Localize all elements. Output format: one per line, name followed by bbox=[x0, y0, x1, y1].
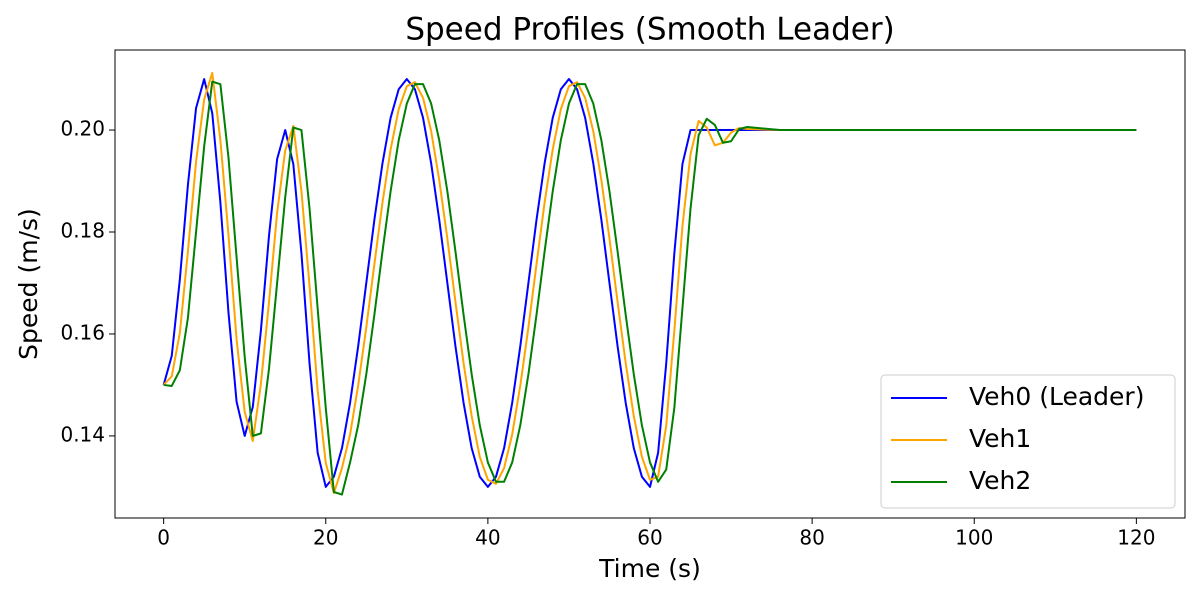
y-tick-label: 0.20 bbox=[60, 117, 105, 141]
series-line bbox=[162, 78, 1137, 488]
legend-label: Veh2 bbox=[969, 466, 1031, 495]
y-tick-label: 0.14 bbox=[60, 422, 105, 446]
y-tick-label: 0.18 bbox=[60, 219, 105, 243]
x-tick-label: 120 bbox=[1117, 526, 1155, 550]
series-line bbox=[162, 71, 1137, 495]
series-line bbox=[163, 80, 1137, 496]
x-tick-label: 20 bbox=[313, 526, 338, 550]
x-tick-label: 100 bbox=[955, 526, 993, 550]
legend-label: Veh1 bbox=[969, 424, 1031, 453]
x-axis-label: Time (s) bbox=[598, 554, 701, 583]
x-tick-label: 60 bbox=[637, 526, 662, 550]
x-tick-label: 40 bbox=[475, 526, 500, 550]
x-tick-label: 0 bbox=[157, 526, 170, 550]
legend-box bbox=[880, 374, 1176, 509]
plot-frame bbox=[114, 49, 1186, 519]
x-tick-label: 80 bbox=[799, 526, 824, 550]
y-tick-label: 0.16 bbox=[60, 320, 105, 344]
y-axis-label: Speed (m/s) bbox=[14, 208, 43, 360]
legend-label: Veh0 (Leader) bbox=[969, 382, 1144, 411]
chart-title: Speed Profiles (Smooth Leader) bbox=[405, 12, 894, 48]
